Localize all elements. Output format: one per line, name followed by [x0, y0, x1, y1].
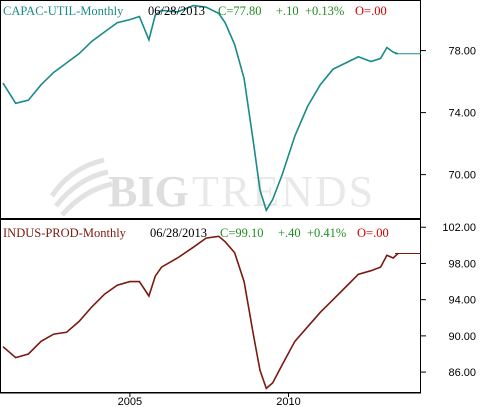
time-axis-tick-label: 2010: [276, 396, 300, 407]
indus-prod-close: C=99.10: [220, 226, 264, 240]
capac-util-panel: [0, 0, 421, 219]
capac-util-change: +.10: [276, 4, 299, 18]
watermark-big: BIG: [108, 167, 189, 216]
capac-util-open: O=.00: [355, 4, 387, 18]
indus-prod-y-tick-label: 86.00: [448, 367, 476, 379]
indus-prod-name: INDUS-PROD-Monthly: [3, 226, 127, 240]
capac-util-y-ticks: 70.00 74.00 78.00: [395, 46, 476, 182]
capac-util-date: 06/28/2013: [148, 4, 205, 18]
capac-util-y-tick-label: 74.00: [448, 108, 476, 120]
capac-util-pct: +0.13%: [305, 4, 344, 18]
indus-prod-series-line: [2, 235, 399, 390]
capac-util-series-line: [2, 4, 399, 213]
indus-prod-y-ticks: 86.00 90.00 94.00 98.00 102.00: [395, 222, 476, 379]
watermark-swoosh-icon: [49, 157, 113, 217]
capac-util-y-tick-label: 70.00: [448, 170, 476, 182]
time-axis-ticks: 2005 2010: [118, 393, 301, 407]
indus-prod-panel: [0, 219, 421, 393]
indus-prod-y-tick-label: 90.00: [448, 331, 476, 343]
indus-prod-date: 06/28/2013: [150, 226, 207, 240]
bigtrends-watermark: BIG TRENDS: [49, 157, 375, 217]
time-axis-tick-label: 2005: [118, 396, 142, 407]
indus-prod-y-tick-label: 94.00: [448, 295, 476, 307]
capac-util-close: C=77.80: [218, 4, 262, 18]
indus-prod-open: O=.00: [357, 226, 389, 240]
watermark-trends: TRENDS: [192, 167, 375, 216]
indus-prod-y-tick-label: 98.00: [448, 258, 476, 270]
indus-prod-y-tick-label: 102.00: [442, 222, 476, 234]
capac-util-header: CAPAC-UTIL-Monthly 06/28/2013 C=77.80 +.…: [3, 4, 387, 18]
indus-prod-header: INDUS-PROD-Monthly 06/28/2013 C=99.10 +.…: [3, 226, 389, 240]
capac-util-name: CAPAC-UTIL-Monthly: [3, 4, 124, 18]
indus-prod-pct: +0.41%: [307, 226, 346, 240]
indus-prod-change: +.40: [278, 226, 301, 240]
capac-util-y-tick-label: 78.00: [448, 46, 476, 58]
